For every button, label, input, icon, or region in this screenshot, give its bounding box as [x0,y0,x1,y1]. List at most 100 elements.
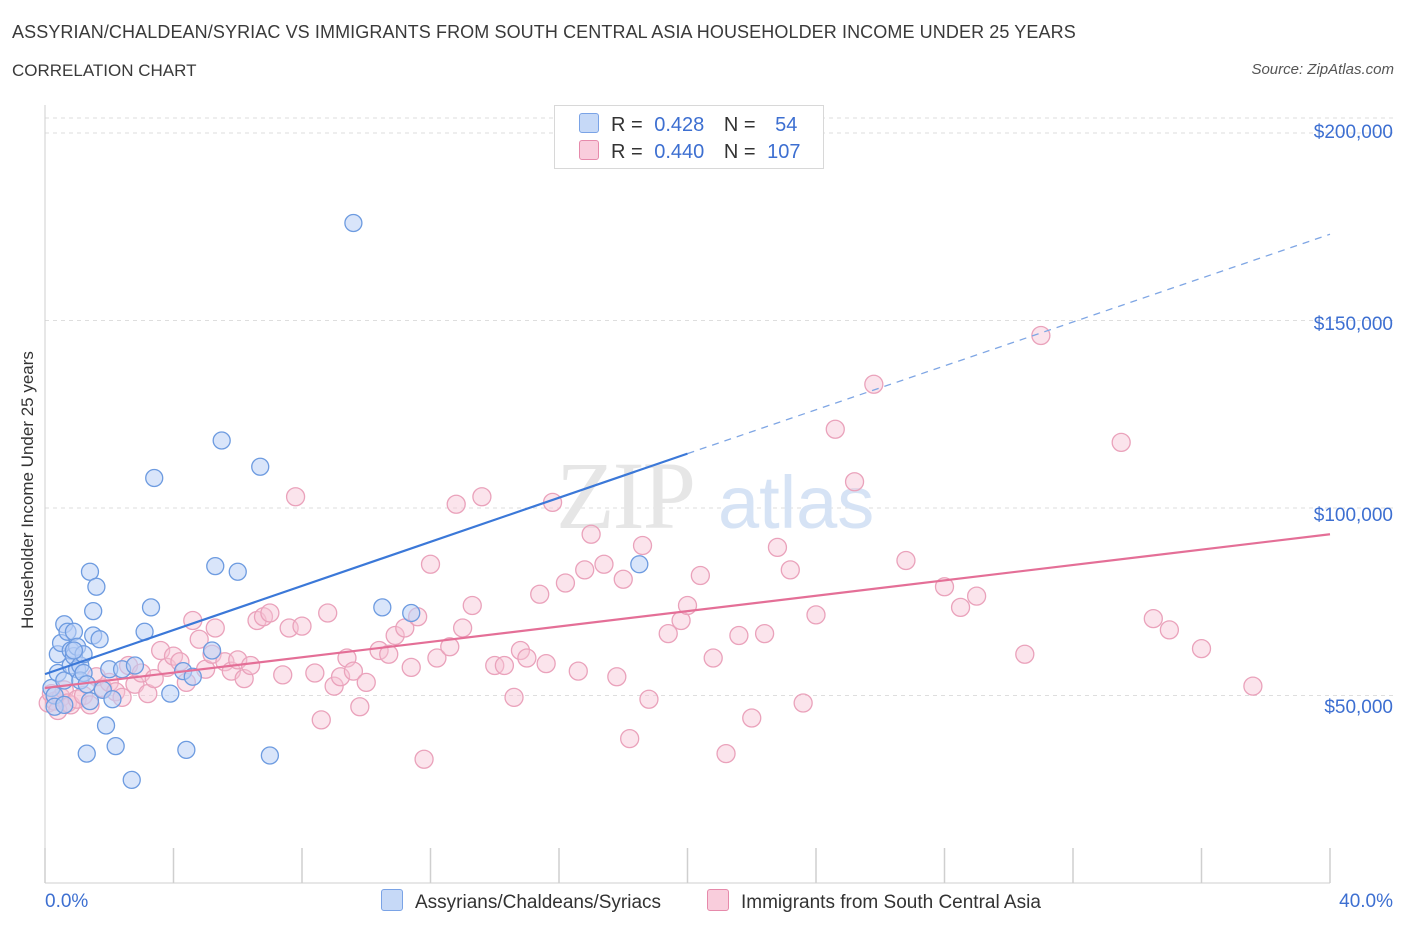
blue-point [84,601,103,621]
blue-point [630,555,649,574]
pink-point [950,597,971,618]
pink-trend-line [44,533,1331,690]
blue-trend-extension [687,233,1331,455]
blue-point [55,695,74,715]
blue-point [125,656,145,675]
pink-series-points [38,325,1263,769]
pink-point [452,618,473,638]
pink-point [1159,620,1180,640]
pink-point [594,554,614,574]
pink-point [806,605,826,625]
pink-point [311,710,331,730]
pink-point [427,648,447,668]
pink-point [575,560,595,580]
n-value-pink: 107 [767,141,801,163]
n-value-blue: 54 [775,114,798,136]
bottom-legend-blue: Assyrians/Chaldeans/Syriacs [381,889,661,915]
blue-point [106,736,125,756]
pink-point [754,623,775,644]
blue-point [122,770,141,790]
pink-point [401,657,421,678]
pink-point [780,560,800,580]
pink-point [613,569,633,589]
watermark: ZIP atlas [556,442,874,549]
pink-point [729,625,749,646]
pink-point [205,618,225,638]
r-value-blue: 0.428 [654,114,705,136]
y-tick-150000: $150,000 [1313,314,1393,335]
pink-point [285,487,306,507]
blue-point [141,598,161,617]
correlation-legend: R = 0.428 N = 54 R = 0.440 N = 107 [554,105,824,169]
pink-point [620,728,640,749]
pink-point [844,472,865,492]
pink-point [517,648,537,668]
pink-point [607,667,627,687]
pink-point [292,616,312,636]
pink-point [318,603,338,623]
pink-point [494,655,515,676]
x-tick-min: 0.0% [45,891,89,912]
pink-point [189,629,209,649]
pink-point [420,554,441,574]
n-label: N = [723,114,756,136]
legend-row-blue: R = 0.428 N = 54 [579,113,797,137]
blue-point [228,562,247,581]
blue-point [260,746,280,765]
blue-point [212,431,231,450]
pink-point [356,672,376,693]
blue-point [145,468,164,488]
pink-point [825,419,845,439]
pink-point [632,535,653,556]
bottom-legend-blue-label: Assyrians/Chaldeans/Syriacs [415,892,662,913]
blue-point [64,641,84,660]
bottom-legend-pink: Immigrants from South Central Asia [707,889,1041,915]
pink-point [125,674,145,694]
blue-point [77,744,96,763]
pink-point [581,524,601,544]
pink-point [260,603,280,623]
pink-point [414,749,434,769]
pink-swatch [579,140,599,160]
blue-swatch [381,889,403,911]
pink-point [767,537,788,558]
blue-point [80,691,100,711]
blue-point [344,213,363,233]
pink-point [896,550,916,571]
grid-lines [45,117,1395,696]
x-tick-max: 40.0% [1339,891,1393,912]
blue-point [206,556,225,576]
y-axis-label: Householder Income Under 25 years [18,351,37,629]
chart-subtitle: CORRELATION CHART [12,61,197,80]
pink-point [379,644,399,664]
pink-point [1015,644,1035,664]
blue-point [177,740,196,760]
pink-point [1243,676,1263,696]
blue-trend-line [44,452,688,676]
trend-lines [44,233,1331,690]
y-tick-50000: $50,000 [1324,697,1393,718]
pink-point [703,648,723,668]
blue-point [183,667,202,686]
blue-point [103,690,122,709]
pink-swatch [707,889,729,911]
pink-point [446,494,466,514]
pink-point [568,661,588,681]
pink-point [530,584,550,604]
blue-point [87,577,106,596]
blue-point [90,630,109,649]
pink-point [716,743,736,764]
pink-point [639,689,659,709]
pink-point [343,661,364,681]
blue-point [202,641,222,660]
chart-title: ASSYRIAN/CHALDEAN/SYRIAC VS IMMIGRANTS F… [12,22,1076,42]
r-value-pink: 0.440 [654,141,705,163]
y-tick-100000: $100,000 [1313,505,1393,526]
blue-point [402,603,421,623]
axes [44,105,1331,884]
pink-point [1191,638,1212,659]
pink-point [504,687,524,708]
pink-point [690,565,710,586]
pink-point [240,655,261,676]
n-label: N = [723,141,756,163]
